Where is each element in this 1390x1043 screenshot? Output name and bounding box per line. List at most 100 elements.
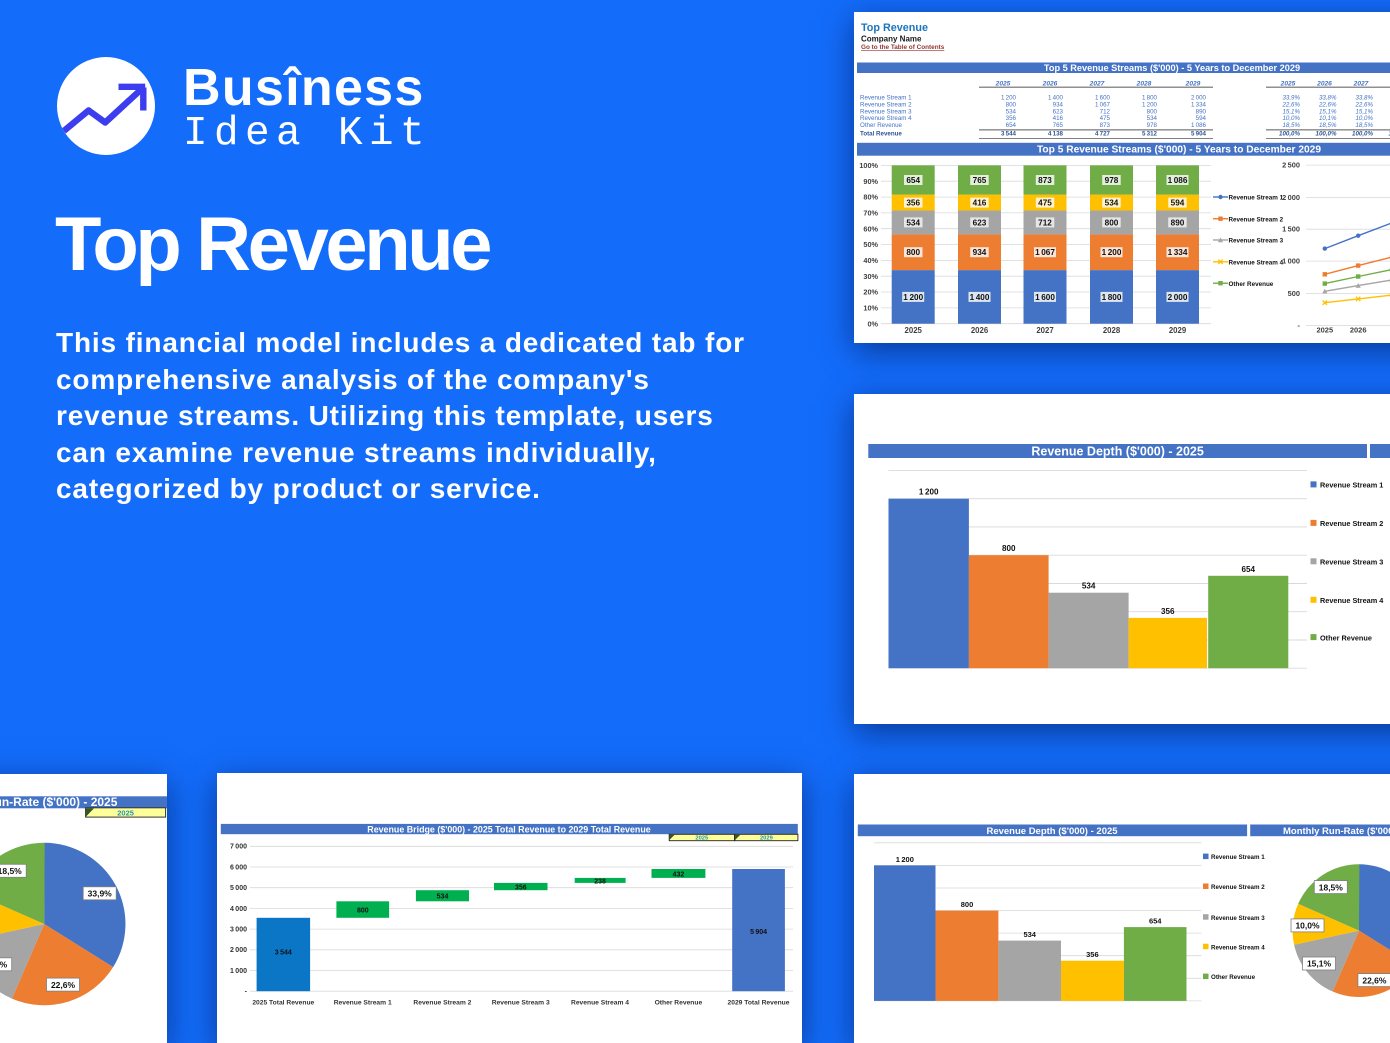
svg-text:654: 654	[1241, 565, 1255, 574]
svg-text:1 334: 1 334	[1168, 248, 1188, 257]
svg-text:2025: 2025	[1316, 326, 1333, 335]
svg-text:2027: 2027	[1089, 81, 1105, 88]
svg-text:18,5%: 18,5%	[1319, 882, 1344, 892]
svg-text:534: 534	[1006, 108, 1017, 115]
svg-text:1 400: 1 400	[1048, 95, 1064, 102]
svg-text:100%: 100%	[859, 161, 878, 170]
svg-text:10,0%: 10,0%	[1282, 115, 1300, 122]
svg-text:Other Revenue: Other Revenue	[1320, 633, 1372, 642]
svg-text:356: 356	[515, 885, 527, 892]
svg-text:765: 765	[973, 176, 987, 185]
svg-text:800: 800	[1105, 218, 1119, 227]
svg-text:10%: 10%	[863, 304, 878, 313]
svg-text:Revenue Stream 1: Revenue Stream 1	[860, 95, 912, 102]
svg-text:534: 534	[1023, 930, 1036, 939]
svg-text:623: 623	[973, 218, 987, 227]
svg-text:2027: 2027	[1036, 326, 1053, 335]
svg-text:15,1%: 15,1%	[1355, 108, 1373, 115]
svg-text:15,1%: 15,1%	[1319, 108, 1337, 115]
svg-text:1 400: 1 400	[970, 293, 990, 302]
svg-text:15,1%: 15,1%	[0, 960, 8, 970]
svg-text:534: 534	[1105, 199, 1119, 208]
svg-text:33,9%: 33,9%	[88, 889, 113, 899]
svg-text:800: 800	[1006, 102, 1017, 109]
svg-text:416: 416	[1053, 115, 1064, 122]
svg-text:356: 356	[1086, 950, 1099, 959]
svg-text:356: 356	[1161, 607, 1175, 616]
svg-text:50%: 50%	[863, 240, 878, 249]
svg-text:4 138: 4 138	[1048, 131, 1064, 138]
svg-text:1 600: 1 600	[1095, 95, 1111, 102]
svg-text:978: 978	[1147, 122, 1158, 129]
svg-text:Revenue Stream 3: Revenue Stream 3	[1320, 558, 1383, 567]
svg-text:Total Revenue: Total Revenue	[860, 131, 902, 138]
svg-text:10,1%: 10,1%	[1319, 115, 1337, 122]
svg-text:Revenue Stream 1: Revenue Stream 1	[1211, 854, 1265, 861]
svg-text:1 200: 1 200	[919, 488, 939, 497]
svg-text:22,6%: 22,6%	[1318, 102, 1337, 109]
svg-text:33,8%: 33,8%	[1319, 95, 1337, 102]
svg-text:1 200: 1 200	[903, 293, 923, 302]
svg-text:800: 800	[906, 248, 920, 257]
svg-text:3 544: 3 544	[1001, 131, 1017, 138]
svg-text:Revenue Stream 2: Revenue Stream 2	[413, 1000, 471, 1007]
svg-text:22,6%: 22,6%	[51, 980, 76, 990]
svg-text:Top Revenue: Top Revenue	[861, 22, 928, 34]
svg-text:100,0%: 100,0%	[1352, 131, 1373, 138]
svg-text:10,0%: 10,0%	[1295, 921, 1320, 931]
svg-text:873: 873	[1100, 122, 1111, 129]
svg-text:80%: 80%	[863, 193, 878, 202]
svg-text:Revenue Stream 1: Revenue Stream 1	[1320, 481, 1383, 490]
svg-text:Revenue Depth ($'000) - 2025: Revenue Depth ($'000) - 2025	[1031, 444, 1204, 458]
svg-text:2 500: 2 500	[1282, 161, 1300, 170]
svg-text:2029: 2029	[760, 836, 774, 842]
svg-text:60%: 60%	[863, 224, 878, 233]
svg-text:2 000: 2 000	[1282, 193, 1300, 202]
svg-text:2025: 2025	[995, 81, 1011, 88]
svg-text:2029 Total Revenue: 2029 Total Revenue	[728, 1000, 790, 1007]
svg-text:475: 475	[1038, 199, 1052, 208]
svg-text:2029: 2029	[1169, 326, 1187, 335]
svg-text:5 904: 5 904	[750, 929, 767, 936]
svg-text:800: 800	[1002, 544, 1016, 553]
svg-text:2025: 2025	[117, 808, 134, 817]
svg-text:654: 654	[1149, 917, 1162, 926]
svg-text:2 000: 2 000	[1168, 293, 1188, 302]
svg-text:100,0%: 100,0%	[1389, 131, 1390, 138]
svg-text:1 334: 1 334	[1191, 102, 1207, 109]
svg-text:30%: 30%	[863, 272, 878, 281]
svg-text:765: 765	[1053, 122, 1064, 129]
svg-text:800: 800	[357, 908, 369, 915]
svg-text:594: 594	[1196, 115, 1207, 122]
svg-text:3 000: 3 000	[230, 927, 247, 934]
svg-text:800: 800	[961, 900, 974, 909]
svg-text:Revenue Stream 3: Revenue Stream 3	[1211, 915, 1265, 922]
svg-text:70%: 70%	[863, 209, 878, 218]
svg-text:18,5%: 18,5%	[0, 866, 22, 876]
svg-text:475: 475	[1100, 115, 1111, 122]
svg-text:416: 416	[973, 199, 987, 208]
svg-text:712: 712	[1100, 108, 1111, 115]
svg-text:100,0%: 100,0%	[1316, 131, 1337, 138]
svg-text:5 904: 5 904	[1191, 131, 1207, 138]
svg-text:Other Revenue: Other Revenue	[655, 1000, 703, 1007]
svg-text:40%: 40%	[863, 256, 878, 265]
svg-text:Revenue Stream 2: Revenue Stream 2	[1211, 884, 1265, 891]
svg-text:594: 594	[1171, 199, 1185, 208]
svg-text:1 067: 1 067	[1095, 102, 1111, 109]
svg-text:432: 432	[673, 871, 685, 878]
svg-text:534: 534	[437, 894, 449, 901]
svg-text:Revenue Stream 3: Revenue Stream 3	[492, 1000, 550, 1007]
svg-text:Revenue Stream 2: Revenue Stream 2	[860, 102, 912, 109]
svg-text:934: 934	[973, 248, 987, 257]
svg-text:2026: 2026	[1350, 326, 1367, 335]
svg-text:15,1%: 15,1%	[1307, 959, 1332, 969]
svg-text:22,6%: 22,6%	[1362, 975, 1387, 985]
svg-text:22,6%: 22,6%	[1354, 102, 1373, 109]
svg-text:Go to the Table of Contents: Go to the Table of Contents	[861, 44, 945, 51]
svg-text:-: -	[1298, 321, 1301, 330]
svg-text:Revenue Stream 4: Revenue Stream 4	[860, 115, 912, 122]
svg-text:712: 712	[1038, 218, 1052, 227]
svg-text:1 200: 1 200	[1142, 102, 1158, 109]
svg-text:Revenue Stream 3: Revenue Stream 3	[1229, 238, 1284, 245]
